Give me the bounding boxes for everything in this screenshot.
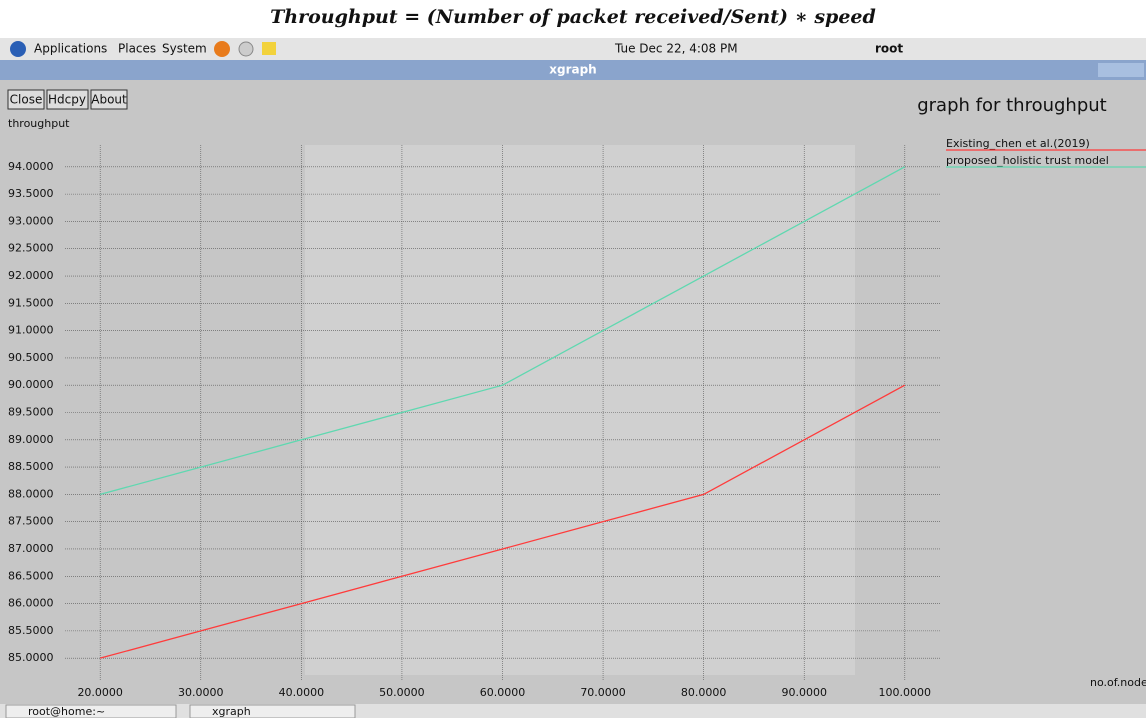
y-tick-label: 92.0000 [8,269,54,282]
watermark [305,145,855,675]
x-tick-label: 60.0000 [480,686,526,699]
y-tick-label: 93.0000 [8,214,54,227]
y-tick-label: 89.0000 [8,433,54,446]
firefox-icon[interactable] [214,41,230,57]
x-tick-label: 80.0000 [681,686,727,699]
y-tick-label: 87.5000 [8,515,54,528]
button-label[interactable]: Close [10,93,43,107]
task-label[interactable]: xgraph [212,705,251,718]
window-controls[interactable] [1098,63,1144,77]
mail-icon[interactable] [239,42,253,56]
x-tick-label: 20.0000 [77,686,123,699]
legend-label: proposed_holistic trust model [946,154,1109,167]
x-tick-label: 40.0000 [279,686,325,699]
x-tick-label: 50.0000 [379,686,425,699]
menu[interactable]: System [162,42,207,56]
user: root [875,42,903,56]
y-tick-label: 88.0000 [8,487,54,500]
x-tick-label: 30.0000 [178,686,224,699]
y-tick-label: 94.0000 [8,160,54,173]
y-tick-label: 86.5000 [8,569,54,582]
y-tick-label: 92.5000 [8,242,54,255]
fedora-icon [10,41,26,57]
y-axis-label: throughput [8,117,70,130]
menu[interactable]: Applications [34,42,107,56]
buttons: Close Hdcpy About [8,90,127,109]
y-tick-label: 86.0000 [8,597,54,610]
x-tick-label: 90.0000 [781,686,827,699]
y-tick-label: 91.5000 [8,296,54,309]
page: Throughput = (Number of packet received/… [0,0,1146,718]
chart-title: graph for throughput [917,95,1107,116]
y-tick-label: 90.5000 [8,351,54,364]
button-label[interactable]: About [91,93,127,107]
menu[interactable]: Places [118,42,156,56]
x-axis-label: no.of.nodes [1090,676,1146,689]
y-tick-label: 90.0000 [8,378,54,391]
task-label[interactable]: root@home:~ [28,705,105,718]
editor-icon[interactable] [262,42,276,55]
y-tick-label: 87.0000 [8,542,54,555]
y-tick-label: 89.5000 [8,406,54,419]
clock[interactable]: Tue Dec 22, 4:08 PM [614,42,738,56]
screen: Throughput = (Number of packet received/… [0,0,1146,718]
x-tick-label: 70.0000 [580,686,626,699]
formula: Throughput = (Number of packet received/… [270,6,876,28]
y-tick-label: 91.0000 [8,324,54,337]
button-label[interactable]: Hdcpy [48,93,86,107]
legend-label: Existing_chen et al.(2019) [946,137,1090,150]
y-tick-label: 85.0000 [8,651,54,664]
window-title: xgraph [549,63,596,77]
x-tick-label: 100.0000 [879,686,932,699]
y-tick-label: 85.5000 [8,624,54,637]
y-tick-label: 93.5000 [8,187,54,200]
y-tick-label: 88.5000 [8,460,54,473]
